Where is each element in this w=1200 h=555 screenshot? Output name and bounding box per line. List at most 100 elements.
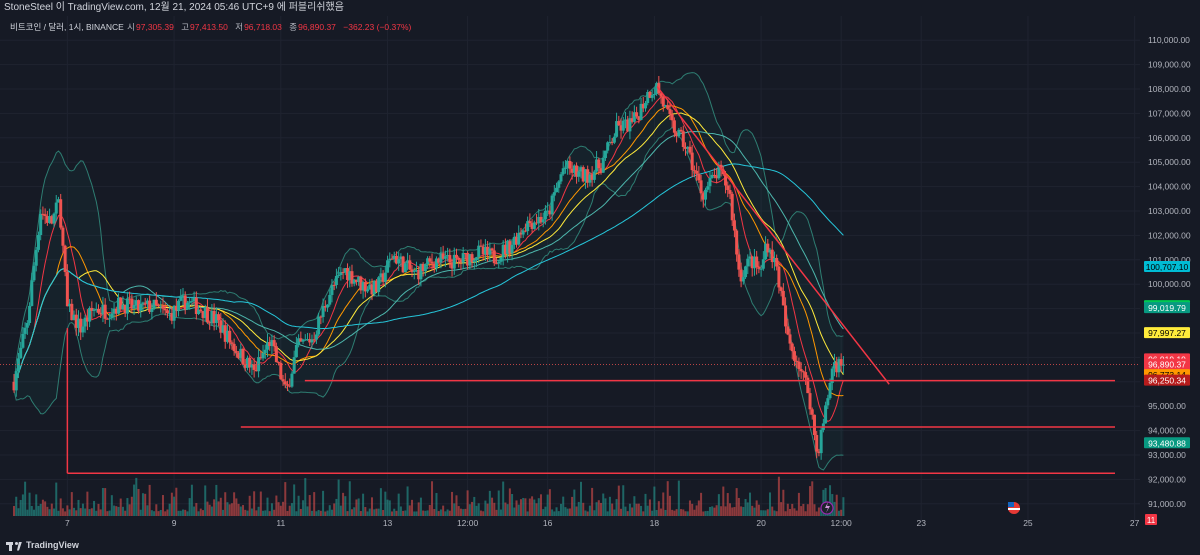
trendline [656, 86, 890, 385]
volume-bar [693, 509, 696, 516]
candle [517, 232, 521, 245]
volume-bar [106, 511, 109, 516]
volume-bar [602, 493, 605, 516]
volume-bar [59, 498, 62, 516]
candle [390, 258, 394, 260]
candle [826, 398, 830, 406]
volume-bar [673, 510, 676, 516]
volume-bar [531, 496, 534, 516]
chart-area[interactable]: 비트코인 / 달러, 1시, BINANCE 시97,305.39 고97,41… [0, 16, 1200, 536]
candle [134, 300, 138, 305]
volume-bar [809, 486, 812, 516]
candle [530, 223, 534, 229]
candle [501, 244, 505, 258]
legend-symbol[interactable]: 비트코인 / 달러, 1시, BINANCE [10, 22, 124, 32]
candle [668, 108, 672, 115]
volume-bar [126, 498, 129, 516]
candle [34, 249, 38, 266]
candle [114, 308, 118, 314]
candle [626, 119, 630, 132]
volume-bar [700, 492, 703, 516]
volume-bar [397, 493, 400, 516]
candle [359, 276, 363, 291]
candle [301, 339, 305, 342]
candle [268, 342, 272, 347]
volume-bar [646, 505, 649, 516]
candle [152, 299, 156, 310]
candle [819, 429, 823, 454]
volume-bar [73, 507, 76, 516]
candle [92, 309, 96, 311]
volume-bar [202, 510, 205, 516]
candle [770, 249, 774, 263]
candle [423, 264, 427, 272]
price-tick-label: 108,000.00 [1148, 84, 1191, 94]
legend-open-label: 시 [127, 22, 135, 32]
candle [45, 215, 49, 223]
volume-bar [377, 508, 380, 516]
volume-bar [190, 484, 193, 516]
volume-bar [115, 506, 118, 516]
volume-bar [77, 499, 80, 516]
candle [28, 305, 32, 323]
volume-bar [631, 507, 634, 516]
candle [806, 377, 810, 394]
price-tick-label: 94,000.00 [1148, 426, 1186, 436]
volume-bar [402, 510, 405, 516]
volume-bar [375, 508, 378, 516]
candle [81, 326, 85, 333]
candle [652, 94, 656, 96]
candle [199, 309, 203, 312]
candle [841, 364, 845, 366]
volume-bar [144, 493, 147, 516]
candle [808, 393, 812, 410]
candle [299, 338, 303, 342]
candle [730, 193, 734, 221]
candle [279, 362, 283, 380]
time-tick-label: 13 [383, 518, 393, 528]
volume-bar [622, 485, 625, 516]
candle [761, 259, 765, 269]
volume-bar [346, 511, 349, 516]
legend-low-value: 96,718.03 [244, 22, 282, 32]
volume-bar [499, 509, 502, 516]
candle [579, 167, 583, 172]
candle [795, 360, 799, 362]
publisher-info: StoneSteel 이 TradingView.com, 12월 21, 20… [4, 2, 344, 13]
volume-bar [213, 499, 216, 516]
price-tick-label: 109,000.00 [1148, 60, 1191, 70]
volume-bar [780, 502, 783, 516]
candle [792, 351, 796, 361]
candlestick-chart[interactable]: 91,000.00 92,000.00 93,000.00 94,000.00 95,0… [0, 16, 1200, 536]
moving-average-line [13, 130, 844, 391]
volume-bar [591, 487, 594, 516]
candle [303, 339, 307, 341]
legend-close-value: 96,890.37 [298, 22, 336, 32]
volume-bar [635, 503, 638, 516]
candle [695, 170, 699, 174]
candle [205, 307, 209, 323]
candle [245, 357, 249, 368]
tradingview-brand[interactable]: TradingView [6, 536, 79, 555]
symbol-legend[interactable]: 비트코인 / 달러, 1시, BINANCE 시97,305.39 고97,41… [10, 21, 416, 33]
volume-bar [762, 510, 765, 516]
candle [386, 260, 390, 273]
volume-bar [493, 502, 496, 516]
candle [708, 177, 712, 187]
volume-bar [121, 506, 124, 516]
volume-bar [164, 511, 167, 516]
candle [777, 266, 781, 288]
volume-bar [755, 500, 758, 516]
candle [775, 257, 779, 267]
candle [103, 304, 107, 319]
volume-bar [815, 511, 818, 516]
volume-bar [350, 509, 353, 516]
volume-bar [313, 492, 316, 516]
candle [635, 112, 639, 117]
volume-bar [442, 505, 445, 516]
candle [239, 348, 243, 359]
price-tick-label: 92,000.00 [1148, 474, 1186, 484]
volume-bar [471, 501, 474, 516]
volume-bar [769, 492, 772, 516]
volume-bar [290, 503, 293, 516]
